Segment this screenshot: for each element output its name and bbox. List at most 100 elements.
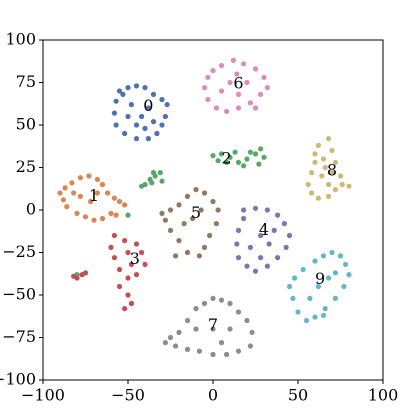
point [249, 329, 255, 335]
y-tick-label: −25 [2, 242, 36, 261]
point [264, 207, 270, 213]
point [128, 102, 134, 108]
point [125, 212, 131, 218]
point [252, 205, 259, 211]
point [122, 306, 128, 312]
point [60, 197, 66, 203]
point [133, 272, 140, 278]
point [286, 283, 293, 290]
point [256, 161, 262, 167]
point [218, 151, 225, 157]
point [315, 195, 321, 201]
y-tick-label: 50 [16, 115, 36, 134]
point [111, 195, 117, 201]
point [116, 283, 123, 290]
point [227, 79, 233, 86]
point [142, 85, 148, 91]
point [64, 204, 70, 210]
point [77, 193, 83, 199]
point [210, 68, 216, 74]
point [264, 85, 270, 91]
plot-area [43, 40, 383, 380]
point [309, 190, 315, 196]
point [113, 212, 119, 218]
point [159, 178, 165, 184]
cluster-label: 2 [222, 149, 232, 168]
point [215, 158, 221, 164]
point [235, 105, 242, 111]
point [201, 300, 208, 307]
cluster-label: 4 [259, 220, 269, 239]
point [125, 85, 131, 91]
cluster-label: 0 [143, 96, 153, 115]
point [332, 295, 338, 301]
point [343, 261, 349, 267]
point [322, 306, 328, 312]
point [193, 326, 199, 332]
point [307, 295, 313, 301]
point [164, 102, 170, 108]
point [241, 207, 247, 213]
cluster-label: 9 [315, 269, 325, 288]
point [113, 122, 119, 128]
point [71, 273, 77, 279]
point [116, 198, 123, 205]
y-tick-label: −100 [0, 370, 36, 389]
point [261, 74, 267, 80]
point [210, 198, 216, 205]
point [150, 119, 157, 125]
point [159, 210, 165, 216]
point [346, 272, 352, 278]
point [91, 217, 97, 223]
point [125, 275, 131, 281]
point [235, 348, 242, 354]
point [205, 96, 211, 103]
point [190, 215, 196, 222]
point [111, 232, 117, 239]
point [332, 187, 338, 193]
point [196, 253, 202, 259]
point [196, 348, 202, 354]
point [312, 151, 318, 157]
point [162, 113, 168, 120]
point [99, 181, 106, 188]
point [247, 149, 253, 155]
point [133, 83, 140, 89]
point [326, 181, 332, 188]
x-tick-label: 100 [368, 386, 399, 405]
point [88, 198, 94, 205]
point [295, 309, 301, 315]
point [150, 91, 157, 97]
point [167, 207, 174, 213]
point [234, 241, 240, 247]
point [329, 147, 335, 154]
y-tick-label: −75 [2, 327, 36, 346]
point [244, 156, 250, 162]
point [125, 249, 131, 256]
cluster-label: 1 [89, 186, 99, 205]
plot-frame [42, 39, 384, 381]
point [210, 351, 216, 358]
point [207, 232, 213, 239]
y-tick-label: 100 [5, 30, 36, 49]
point [258, 232, 264, 239]
point [159, 96, 165, 103]
point [201, 85, 208, 91]
point [86, 173, 92, 179]
point [341, 283, 347, 290]
point [326, 136, 332, 142]
point [210, 153, 216, 159]
point [176, 238, 182, 244]
point [74, 210, 80, 216]
point [116, 88, 123, 94]
y-tick-label: 25 [16, 157, 36, 176]
point [247, 100, 253, 106]
point [315, 142, 321, 148]
point [252, 268, 259, 274]
cluster-label: 5 [191, 203, 201, 222]
point [252, 105, 259, 111]
point [275, 255, 281, 261]
point [337, 253, 344, 259]
